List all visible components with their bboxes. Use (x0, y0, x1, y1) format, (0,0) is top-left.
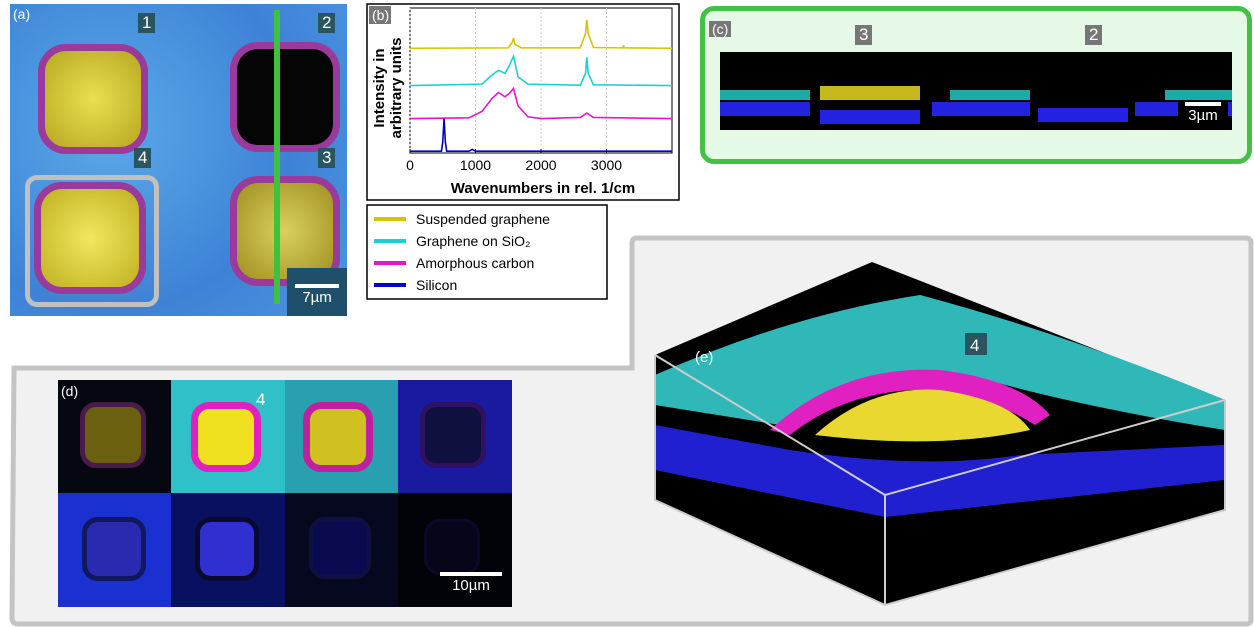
panel-c: 3µm (c) 3 2 (700, 6, 1252, 164)
marker: 1 (138, 13, 155, 33)
marker: 3 (318, 148, 335, 168)
panel-label: (e) (695, 349, 713, 366)
band (1038, 108, 1128, 122)
figure: (a) 1 2 4 3 7µm (b) Intensity in arbitra… (0, 0, 1254, 627)
band (720, 90, 810, 100)
panel-label: (b) (372, 7, 389, 23)
legend-label: Graphene on SiO₂ (416, 233, 530, 249)
well (38, 44, 148, 154)
legend-label: Suspended graphene (416, 211, 550, 227)
scale-label: 7µm (302, 289, 331, 306)
marker: 4 (256, 390, 265, 410)
x-tick-label: 1000 (460, 157, 491, 173)
x-tick-label: 2000 (525, 157, 556, 173)
spectrum-chart: (b) Intensity in arbitrary units Wavenum… (366, 3, 682, 203)
tile (58, 493, 171, 607)
well (230, 42, 340, 152)
x-tick-label: 0 (406, 157, 414, 173)
tile (171, 493, 285, 607)
scale-bar: 7µm (287, 268, 347, 316)
band (1165, 90, 1232, 100)
x-tick-label: 3000 (591, 157, 622, 173)
x-axis-label: Wavenumbers in rel. 1/cm (451, 180, 636, 197)
panel-label: (c) (709, 21, 731, 37)
panel-label: (a) (13, 6, 30, 22)
panel-d-image: (d) 4 10µm (58, 380, 512, 607)
cut-line (274, 10, 280, 304)
legend-label: Silicon (416, 277, 457, 293)
marker: 4 (134, 148, 151, 168)
tile (171, 380, 285, 493)
legend-label: Amorphous carbon (416, 255, 534, 271)
panel-label: (d) (61, 383, 78, 399)
y-axis-label: Intensity in (371, 48, 388, 127)
scale-bar: 10µm (436, 570, 506, 604)
scale-bar: 3µm (1178, 100, 1228, 130)
panel-c-image: 3µm (720, 52, 1232, 130)
tile (285, 380, 398, 493)
highlight-box (25, 175, 159, 307)
band (820, 86, 920, 100)
y-axis-label: arbitrary units (388, 38, 405, 139)
band (720, 102, 810, 116)
band (820, 110, 920, 124)
marker: 4 (970, 336, 979, 355)
scale-label: 10µm (452, 577, 490, 594)
scale-label: 3µm (1188, 107, 1217, 124)
tile (285, 493, 398, 607)
panel-e-image: (e) 4 (640, 255, 1240, 615)
panel-a-image: (a) 1 2 4 3 7µm (10, 4, 347, 316)
band (950, 90, 1030, 100)
legend: Suspended graphene Graphene on SiO₂ Amorph… (366, 204, 610, 302)
tile (398, 380, 512, 493)
marker: 2 (1085, 25, 1102, 45)
marker: 3 (855, 25, 872, 45)
marker: 2 (318, 13, 335, 33)
band (932, 102, 1030, 116)
